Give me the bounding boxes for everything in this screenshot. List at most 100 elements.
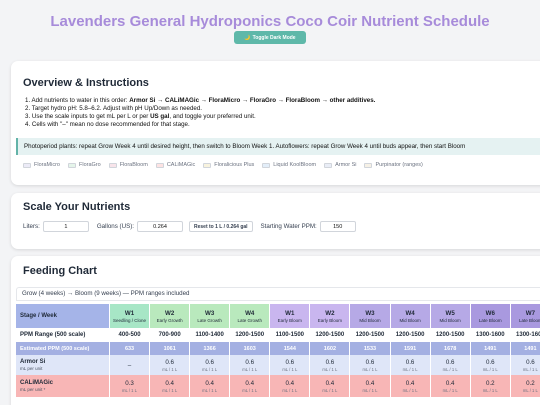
dose-value: 0.6 [285, 358, 295, 366]
dose-unit: mL / 1 L [162, 366, 178, 372]
estimated-ppm-cell: 1602 [309, 342, 351, 355]
armor-si-cell: 0.6 mL / 1 L [510, 355, 540, 375]
legend-label: FloraMicro [34, 162, 60, 168]
step-1-text: 1. Add nutrients to water in this order: [25, 97, 130, 104]
armor-si-cell: – [109, 355, 151, 375]
dose-value: – [127, 361, 132, 369]
estimated-ppm-cell: 1366 [189, 342, 231, 355]
dose-unit: mL / 1 L [322, 366, 338, 372]
armor-si-cell: 0.6 mL / 1 L [470, 355, 511, 375]
dose-unit: mL / 1 L [162, 387, 178, 393]
dose-value: 0.6 [526, 358, 535, 366]
week-phase: Late Growth [197, 317, 222, 323]
calimagic-cell: 0.4 mL / 1 L [149, 375, 191, 397]
ppm-range-cell: 1300-1600 [470, 328, 511, 342]
armor-si-row: Armor Si mL per unit –0.6 mL / 1 L 0.6 mL /… [16, 355, 540, 375]
estimated-ppm-cell: 1591 [390, 342, 431, 355]
calimagic-cell: 0.4 mL / 1 L [189, 375, 231, 397]
armor-si-sub: mL per unit [20, 365, 43, 371]
feeding-caption: Grow (4 weeks) → Bloom (9 weeks) — PPM r… [16, 287, 540, 301]
week-number: W4 [405, 309, 415, 317]
legend-item: FloraMicro [23, 162, 60, 168]
week-number: W1 [124, 309, 135, 317]
calimagic-cell: 0.4 mL / 1 L [430, 375, 471, 397]
dose-unit: mL / 1 L [242, 387, 258, 393]
armor-si-label: Armor Si mL per unit [16, 355, 110, 375]
legend-label: CALiMAGic [166, 162, 196, 168]
dose-value: 0.3 [125, 379, 134, 387]
week-header: W7 Late Bloom [510, 304, 540, 328]
estimated-ppm-cell: 1678 [430, 342, 471, 355]
scale-card: Scale Your Nutrients Liters: 1 Gallons (… [11, 193, 540, 249]
legend-item: Liquid KoolBloom [262, 162, 316, 168]
dose-value: 0.4 [205, 379, 214, 387]
calimagic-cell: 0.2 mL / 1 L [470, 375, 511, 397]
ppm-range-cell: 1200-1500 [430, 328, 471, 342]
estimated-ppm-cell: 1491 [510, 342, 540, 355]
liters-label: Liters: [23, 223, 40, 230]
week-number: W2 [165, 309, 175, 317]
calimagic-cell: 0.2 mL / 1 L [510, 375, 540, 397]
photoperiod-note: Photoperiod plants: repeat Grow Week 4 u… [16, 138, 540, 155]
ppm-range-cell: 700-900 [149, 328, 191, 342]
liters-input[interactable]: 1 [42, 221, 89, 232]
dose-unit: mL / 1 L [362, 366, 378, 372]
calimagic-cell: 0.3 mL / 1 L [109, 375, 151, 397]
dose-value: 0.2 [526, 379, 535, 387]
ppm-range-cell: 400-500 [109, 328, 151, 342]
week-header: W5 Mid Bloom [430, 304, 471, 328]
legend-swatch [155, 162, 164, 168]
dose-value: 0.6 [325, 358, 335, 366]
armor-si-cell: 0.6 mL / 1 L [229, 355, 271, 375]
armor-si-cell: 0.6 mL / 1 L [269, 355, 311, 375]
step-3-suffix: , and toggle your preferred unit. [169, 113, 256, 120]
dose-value: 0.4 [285, 379, 295, 387]
week-header: W3 Mid Bloom [349, 304, 391, 328]
step-3-text: 3. Use the scale inputs to get mL per L … [25, 113, 151, 120]
calimagic-label: CALiMAGic mL per unit * [16, 375, 110, 397]
armor-si-cell: 0.6 mL / 1 L [430, 355, 471, 375]
starting-ppm-label: Starting Water PPM: [260, 223, 317, 230]
calimagic-cell: 0.4 mL / 1 L [229, 375, 271, 397]
starting-ppm-input[interactable]: 150 [319, 221, 356, 232]
overview-title: Overview & Instructions [23, 77, 149, 89]
armor-si-name: Armor Si [20, 358, 46, 365]
dose-value: 0.4 [245, 379, 255, 387]
legend-label: Liquid KoolBloom [273, 162, 317, 168]
armor-si-cell: 0.6 mL / 1 L [309, 355, 351, 375]
dose-value: 0.6 [165, 358, 174, 366]
reset-scale-button[interactable]: Reset to 1 L / 0.264 gal [189, 221, 253, 232]
legend-label: Purpinator (ranges) [375, 162, 423, 168]
week-header: W6 Late Bloom [470, 304, 511, 328]
week-number: W4 [245, 309, 255, 317]
week-phase: Early Growth [156, 317, 183, 323]
ppm-range-cell: 1200-1500 [229, 328, 271, 342]
instruction-step-1: 1. Add nutrients to water in this order:… [25, 97, 375, 105]
dose-value: 0.6 [485, 358, 495, 366]
page-title: Lavenders General Hydroponics Coco Coir … [50, 13, 490, 30]
dose-unit: mL / 1 L [522, 366, 538, 372]
step-3-bold: US gal [150, 113, 170, 120]
legend-label: FloraBloom [119, 162, 148, 168]
dose-unit: mL / 1 L [282, 366, 298, 372]
dose-value: 0.4 [365, 379, 375, 387]
ppm-range-cell: 1100-1500 [269, 328, 311, 342]
estimated-ppm-cell: 1533 [349, 342, 391, 355]
legend-item: Floralicious Plus [203, 162, 254, 168]
legend-label: Floralicious Plus [214, 162, 255, 168]
week-header: W3 Late Growth [189, 304, 231, 328]
week-phase: Mid Bloom [439, 317, 461, 323]
armor-si-cell: 0.6 mL / 1 L [189, 355, 231, 375]
week-phase: Mid Bloom [399, 317, 421, 323]
dose-unit: mL / 1 L [522, 387, 538, 393]
toggle-dark-mode-button[interactable]: 🌙 Toggle Dark Mode [234, 31, 306, 44]
gallons-input[interactable]: 0.264 [137, 221, 183, 232]
week-number: W6 [485, 309, 495, 317]
dose-unit: mL / 1 L [202, 366, 218, 372]
estimated-ppm-cell: 633 [109, 342, 151, 355]
dose-value: 0.6 [405, 358, 415, 366]
calimagic-cell: 0.4 mL / 1 L [269, 375, 311, 397]
week-phase: Early Bloom [277, 317, 302, 323]
dose-value: 0.2 [485, 379, 495, 387]
estimated-ppm-cell: 1061 [149, 342, 191, 355]
